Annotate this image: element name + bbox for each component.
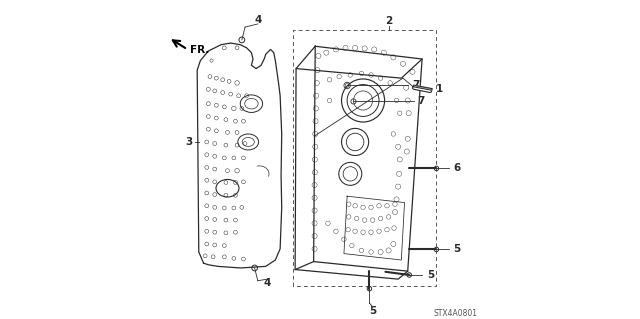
Text: 5: 5 [453,244,461,255]
Polygon shape [413,85,432,90]
Text: 2: 2 [385,16,392,26]
Text: 6: 6 [453,163,461,174]
Text: 5: 5 [427,270,434,280]
Text: 4: 4 [254,15,262,25]
Text: 7: 7 [417,96,425,107]
Text: FR.: FR. [190,45,209,56]
Text: 7: 7 [412,80,419,91]
Text: 5: 5 [369,306,376,316]
Text: 3: 3 [185,137,193,147]
Text: 1: 1 [435,84,443,94]
Text: STX4A0801: STX4A0801 [434,309,478,318]
Text: 4: 4 [264,278,271,288]
